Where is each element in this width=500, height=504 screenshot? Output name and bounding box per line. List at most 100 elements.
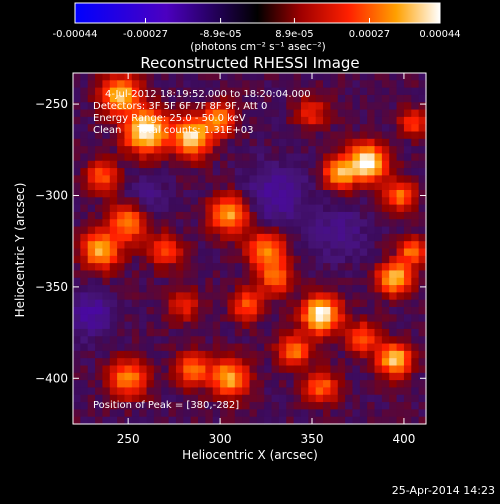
heatmap-cell xyxy=(337,416,346,425)
heatmap-cell xyxy=(168,350,177,359)
heatmap-cell xyxy=(403,160,412,169)
heatmap-cell xyxy=(323,211,331,220)
heatmap-cell xyxy=(418,80,427,89)
heatmap-cell xyxy=(109,168,118,176)
heatmap-cell xyxy=(168,285,177,293)
heatmap-cell xyxy=(109,321,118,330)
heatmap-cell xyxy=(264,94,273,103)
heatmap-cell xyxy=(330,168,339,176)
heatmap-cell xyxy=(80,248,89,257)
heatmap-cell xyxy=(183,241,192,250)
heatmap-cell xyxy=(234,73,243,81)
heatmap-cell xyxy=(161,270,170,279)
heatmap-cell xyxy=(389,116,398,125)
heatmap-cell xyxy=(278,343,287,352)
heatmap-cell xyxy=(139,116,148,125)
heatmap-cell xyxy=(403,292,412,301)
heatmap-cell xyxy=(381,416,390,425)
heatmap-cell xyxy=(87,394,96,403)
heatmap-cell xyxy=(205,299,214,308)
heatmap-cell xyxy=(198,307,206,315)
heatmap-cell xyxy=(367,211,376,220)
heatmap-cell xyxy=(256,233,265,242)
heatmap-cell xyxy=(212,350,221,359)
heatmap-cell xyxy=(352,328,361,337)
heatmap-cell xyxy=(249,87,258,96)
heatmap-cell xyxy=(131,372,140,381)
heatmap-cell xyxy=(330,73,339,81)
heatmap-cell xyxy=(175,387,184,396)
heatmap-cell xyxy=(389,233,398,242)
heatmap-cell xyxy=(308,131,317,140)
heatmap-cell xyxy=(117,168,126,176)
heatmap-image xyxy=(73,73,427,425)
heatmap-cell xyxy=(205,197,214,206)
heatmap-cell xyxy=(146,402,155,410)
heatmap-cell xyxy=(139,416,148,425)
heatmap-cell xyxy=(234,226,243,235)
heatmap-cell xyxy=(139,168,148,176)
heatmap-cell xyxy=(256,124,265,133)
heatmap-cell xyxy=(374,124,383,133)
heatmap-cell xyxy=(374,175,383,184)
heatmap-cell xyxy=(190,109,199,118)
heatmap-cell xyxy=(256,277,265,286)
heatmap-cell xyxy=(220,336,229,345)
heatmap-cell xyxy=(117,350,126,359)
heatmap-cell xyxy=(139,197,148,206)
heatmap-cell xyxy=(80,285,89,293)
heatmap-cell xyxy=(278,277,287,286)
heatmap-cell xyxy=(308,263,317,272)
heatmap-cell xyxy=(146,350,155,359)
heatmap-cell xyxy=(396,124,405,133)
heatmap-cell xyxy=(330,343,339,352)
heatmap-cell xyxy=(161,204,170,213)
heatmap-cell xyxy=(411,73,420,81)
heatmap-cell xyxy=(381,190,390,198)
heatmap-cell xyxy=(175,160,184,169)
heatmap-cell xyxy=(367,255,376,264)
heatmap-cell xyxy=(367,321,376,330)
heatmap-cell xyxy=(293,226,302,235)
heatmap-cell xyxy=(161,233,170,242)
heatmap-cell xyxy=(220,321,229,330)
heatmap-cell xyxy=(293,248,302,257)
heatmap-cell xyxy=(124,285,133,293)
heatmap-cell xyxy=(264,131,273,140)
heatmap-cell xyxy=(183,87,192,96)
heatmap-cell xyxy=(205,277,214,286)
heatmap-cell xyxy=(139,409,148,418)
heatmap-cell xyxy=(234,314,243,323)
heatmap-cell xyxy=(418,226,427,235)
heatmap-cell xyxy=(212,336,221,345)
heatmap-cell xyxy=(330,380,339,389)
heatmap-cell xyxy=(308,146,317,155)
heatmap-cell xyxy=(308,307,317,315)
heatmap-cell xyxy=(403,73,412,81)
heatmap-cell xyxy=(264,380,273,389)
heatmap-cell xyxy=(234,263,243,272)
heatmap-cell xyxy=(73,204,81,213)
heatmap-cell xyxy=(345,204,354,213)
heatmap-cell xyxy=(381,73,390,81)
heatmap-cell xyxy=(242,409,251,418)
heatmap-cell xyxy=(168,292,177,301)
heatmap-cell xyxy=(146,138,155,147)
heatmap-cell xyxy=(337,153,346,162)
heatmap-cell xyxy=(109,138,118,147)
heatmap-cell xyxy=(374,94,383,103)
heatmap-cell xyxy=(367,80,376,89)
heatmap-cell xyxy=(278,153,287,162)
heatmap-cell xyxy=(330,116,339,125)
heatmap-cell xyxy=(117,211,126,220)
heatmap-cell xyxy=(367,263,376,272)
heatmap-cell xyxy=(381,116,390,125)
heatmap-cell xyxy=(345,343,354,352)
heatmap-cell xyxy=(131,314,140,323)
heatmap-cell xyxy=(352,146,361,155)
heatmap-cell xyxy=(352,175,361,184)
heatmap-cell xyxy=(315,160,324,169)
heatmap-cell xyxy=(102,219,111,228)
heatmap-cell xyxy=(249,204,258,213)
heatmap-cell xyxy=(345,321,354,330)
